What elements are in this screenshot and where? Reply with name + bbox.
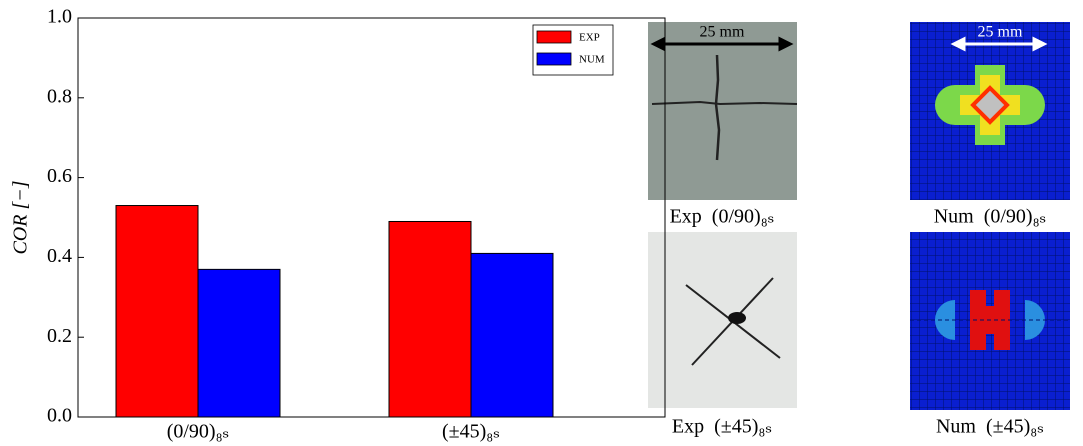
bar bbox=[388, 220, 472, 418]
legend-label: NUM bbox=[579, 54, 605, 66]
exp-45-image bbox=[648, 232, 797, 408]
exp-090-image bbox=[648, 22, 798, 200]
legend-swatch bbox=[536, 52, 572, 66]
num-090-image bbox=[910, 22, 1070, 200]
panel-caption: Exp (±45)₈ₛ bbox=[672, 416, 772, 438]
y-tick-label: 0.0 bbox=[47, 405, 72, 427]
x-tick-label: (±45)₈ₛ bbox=[442, 421, 500, 443]
y-tick-label: 0.2 bbox=[47, 325, 72, 347]
y-tick-label: 0.4 bbox=[47, 245, 72, 267]
y-axis-label: COR [−] bbox=[10, 180, 32, 254]
panel-caption: Num (0/90)₈ₛ bbox=[934, 206, 1047, 228]
scale-label: 25 mm bbox=[700, 24, 745, 41]
y-tick-label: 0.8 bbox=[47, 85, 72, 107]
scale-label: 25 mm bbox=[978, 24, 1023, 41]
legend-label: EXP bbox=[579, 32, 600, 44]
panel-caption: Num (±45)₈ₛ bbox=[936, 416, 1044, 438]
legend-swatch bbox=[536, 30, 572, 44]
x-tick-label: (0/90)₈ₛ bbox=[167, 421, 230, 443]
bar bbox=[197, 268, 281, 418]
num-45-image bbox=[910, 232, 1070, 410]
y-tick-label: 1.0 bbox=[47, 6, 72, 28]
bar bbox=[115, 205, 199, 418]
y-tick-label: 0.6 bbox=[47, 165, 72, 187]
panel-caption: Exp (0/90)₈ₛ bbox=[670, 206, 775, 228]
bar bbox=[470, 252, 554, 418]
plot-frame bbox=[77, 17, 666, 418]
